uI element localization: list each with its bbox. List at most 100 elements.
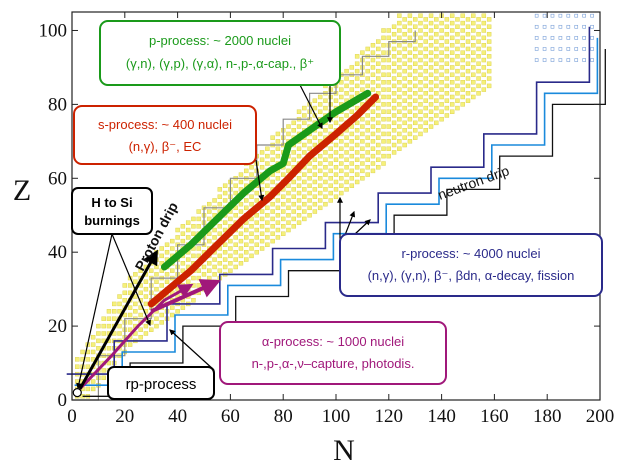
nucleus-cell: [402, 76, 407, 81]
nucleus-cell: [455, 54, 460, 59]
x-tick-label: 160: [480, 406, 509, 427]
nucleus-cell: [133, 301, 138, 307]
nucleus-cell: [455, 61, 460, 66]
nucleus-cell: [354, 179, 360, 185]
nucleus-cell: [143, 294, 149, 299]
p-process-annotation: p-process: ~ 2000 nuclei (γ,n), (γ,p), (…: [99, 20, 341, 86]
heavy-nucleus-cell: [550, 13, 555, 18]
nucleus-cell: [302, 142, 307, 148]
nucleus-cell: [286, 131, 291, 137]
nucleus-cell: [486, 46, 492, 52]
nucleus-cell: [291, 128, 296, 133]
nucleus-cell: [233, 242, 238, 248]
nucleus-cell: [138, 327, 143, 332]
nucleus-cell: [439, 35, 444, 41]
nucleus-cell: [486, 68, 492, 74]
nucleus-cell: [365, 157, 370, 163]
nucleus-cell: [376, 39, 381, 44]
nucleus-cell: [413, 113, 418, 118]
nucleus-cell: [460, 87, 465, 92]
nucleus-cell: [265, 153, 270, 159]
nucleus-cell: [449, 43, 455, 48]
nucleus-cell: [344, 113, 349, 118]
nucleus-cell: [434, 17, 439, 22]
heavy-nucleus-cell: [590, 36, 594, 40]
nucleus-cell: [360, 153, 365, 159]
nucleus-cell: [397, 35, 402, 41]
nucleus-cell: [460, 72, 465, 78]
nucleus-cell: [106, 346, 112, 351]
nucleus-cell: [370, 50, 376, 55]
nucleus-cell: [333, 179, 339, 185]
nucleus-cell: [402, 120, 407, 126]
nucleus-cell: [413, 91, 418, 96]
nucleus-cell: [465, 31, 471, 37]
nucleus-cell: [397, 50, 402, 55]
nucleus-cell: [154, 286, 159, 292]
nucleus-cell: [296, 146, 302, 151]
nucleus-cell: [286, 168, 291, 174]
nucleus-cell: [449, 20, 455, 26]
nucleus-cell: [360, 50, 365, 55]
nucleus-cell: [75, 364, 80, 369]
nucleus-cell: [397, 109, 402, 114]
nucleus-cell: [312, 135, 318, 140]
nucleus-cell: [265, 227, 270, 233]
nucleus-cell: [275, 227, 281, 233]
nucleus-cell: [397, 139, 402, 144]
nucleus-cell: [370, 43, 376, 48]
nucleus-cell: [254, 213, 260, 218]
alpha-process-box: [219, 321, 447, 385]
nucleus-cell: [339, 94, 344, 100]
nucleus-cell: [196, 224, 201, 229]
nucleus-cell: [307, 183, 312, 188]
nucleus-cell: [449, 50, 455, 55]
nucleus-cell: [471, 20, 476, 26]
nucleus-cell: [317, 183, 323, 188]
nucleus-cell: [354, 135, 360, 140]
nucleus-cell: [407, 139, 413, 144]
nucleus-cell: [249, 246, 254, 251]
nucleus-cell: [428, 28, 434, 33]
nucleus-cell: [407, 13, 413, 18]
nucleus-cell: [444, 76, 450, 81]
nucleus-cell: [439, 94, 444, 100]
nucleus-cell: [439, 50, 444, 55]
y-tick-label: 20: [48, 316, 67, 337]
nucleus-cell: [418, 80, 423, 85]
nucleus-cell: [244, 227, 249, 233]
nucleus-cell: [376, 157, 381, 163]
nucleus-cell: [402, 17, 407, 22]
nucleus-cell: [344, 187, 349, 192]
nucleus-cell: [180, 261, 186, 266]
nucleus-cell: [296, 124, 302, 129]
heavy-nucleus-cell: [582, 36, 586, 40]
nucleus-cell: [328, 102, 333, 107]
nucleus-cell: [302, 179, 307, 185]
nucleus-cell: [222, 220, 228, 225]
nucleus-cell: [386, 28, 391, 33]
nucleus-cell: [286, 220, 291, 225]
nucleus-cell: [143, 286, 149, 292]
nucleus-cell: [265, 161, 270, 166]
nucleus-cell: [402, 31, 407, 37]
nucleus-cell: [407, 35, 413, 41]
nucleus-cell: [296, 205, 302, 211]
nucleus-cell: [159, 312, 164, 318]
h-si-box: [71, 187, 153, 235]
nucleus-cell: [270, 157, 275, 163]
x-tick-label: 60: [221, 406, 240, 427]
nucleus-cell: [323, 194, 328, 199]
nucleus-cell: [407, 20, 413, 26]
nucleus-cell: [444, 91, 450, 96]
nucleus-cell: [407, 109, 413, 114]
y-tick-label: 0: [58, 390, 68, 411]
nucleus-cell: [249, 201, 254, 207]
nucleus-cell: [191, 298, 196, 303]
nucleus-cell: [286, 183, 291, 188]
nucleus-cell: [428, 94, 434, 100]
nucleus-cell: [402, 128, 407, 133]
nucleus-cell: [460, 50, 465, 55]
nucleus-cell: [428, 124, 434, 129]
nucleus-cell: [259, 238, 265, 244]
